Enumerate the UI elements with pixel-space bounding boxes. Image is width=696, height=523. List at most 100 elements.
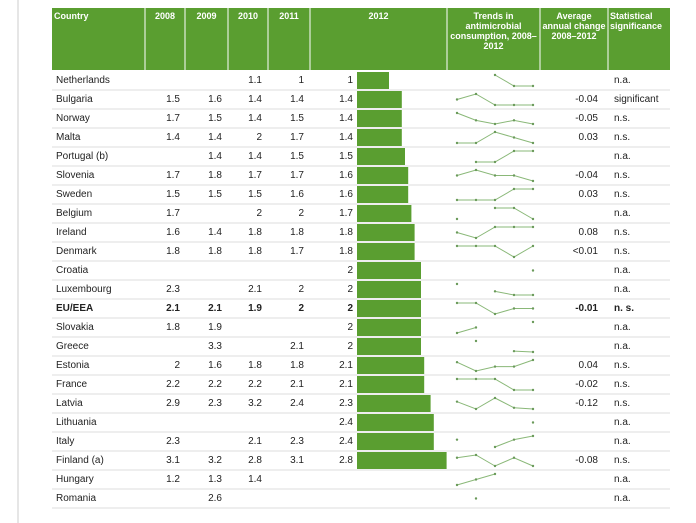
value: 1.4: [339, 132, 353, 143]
value: 2.2: [208, 379, 222, 390]
header-cell: 2010: [237, 11, 259, 21]
value: 1.8: [166, 246, 180, 257]
annual-change: 0.04: [578, 360, 598, 371]
trend-point: [474, 301, 478, 305]
value: 2.8: [339, 455, 353, 466]
trend-line: [457, 378, 533, 391]
trend-point: [455, 301, 459, 305]
value: 2.3: [339, 398, 353, 409]
significance: n.a.: [614, 208, 631, 219]
annual-change: -0.12: [575, 398, 598, 409]
value: 1.6: [166, 227, 180, 238]
trend-point: [455, 361, 459, 364]
trend-point: [531, 388, 535, 392]
trend-point: [531, 421, 535, 424]
header-cell: Statistical significance: [610, 11, 663, 31]
trend-line: [457, 302, 533, 315]
bar: [357, 110, 402, 127]
trend-line: [456, 93, 533, 106]
country: Denmark: [56, 246, 97, 257]
significance: n.s.: [614, 360, 631, 371]
country: Portugal (b): [56, 151, 109, 162]
trend-point: [455, 174, 459, 177]
value: 2.1: [166, 303, 180, 314]
trend-point: [455, 438, 459, 441]
trend-point: [531, 84, 535, 88]
value: 2.2: [248, 379, 262, 390]
value: 1.4: [208, 151, 222, 162]
header-cell: Trends in antimicrobial consumption, 200…: [450, 11, 537, 51]
value: 2: [298, 208, 304, 219]
trend-point: [455, 400, 459, 403]
country: Finland (a): [56, 455, 104, 466]
trend-point: [531, 141, 535, 145]
bar: [357, 433, 434, 450]
country: France: [56, 379, 88, 390]
annual-change: 0.03: [578, 132, 598, 143]
value: 2: [347, 322, 353, 333]
value: 2.3: [166, 436, 180, 447]
significance: n.a.: [614, 322, 631, 333]
value: 2.3: [208, 398, 222, 409]
trend-point: [512, 293, 516, 297]
value: 2: [298, 303, 304, 314]
value: 1.8: [290, 360, 304, 371]
value: 3.1: [166, 455, 180, 466]
value: 2: [347, 265, 353, 276]
trend-point: [474, 326, 478, 329]
bar: [357, 395, 431, 412]
trend-line: [456, 226, 533, 239]
trend-point: [531, 358, 535, 362]
value: 1.9: [208, 322, 222, 333]
trend-point: [512, 307, 516, 310]
header-background: [52, 8, 670, 70]
trend-point: [455, 331, 459, 335]
trend-line: [494, 74, 533, 87]
value: 1.5: [166, 189, 180, 200]
value: 2.2: [166, 379, 180, 390]
trend-point: [531, 407, 535, 411]
value: 3.1: [290, 455, 304, 466]
trend-point: [474, 244, 478, 248]
value: 1.7: [166, 208, 180, 219]
significance: n.s.: [614, 189, 631, 200]
bar: [357, 72, 389, 89]
value: 1.5: [339, 151, 353, 162]
value: 1.1: [248, 75, 262, 86]
value: 1.8: [166, 322, 180, 333]
bar: [357, 167, 409, 184]
value: 1.5: [290, 113, 304, 124]
value: 2: [174, 360, 180, 371]
value: 2: [347, 284, 353, 295]
significance: n.s.: [614, 455, 631, 466]
trend-point: [474, 377, 478, 381]
country: EU/EEA: [56, 303, 94, 314]
trend-line: [457, 322, 533, 333]
significance: n.a.: [614, 265, 631, 276]
country: Lithuania: [56, 417, 97, 428]
trend-point: [531, 122, 535, 126]
trend-point: [531, 307, 535, 310]
value: 1.8: [248, 227, 262, 238]
trend-point: [493, 160, 497, 164]
trend-point: [512, 149, 516, 153]
trend-point: [512, 438, 516, 441]
value: 2.8: [248, 455, 262, 466]
trend-line: [457, 131, 534, 144]
trend-line: [456, 397, 534, 410]
trend-point: [493, 122, 497, 126]
bar: [357, 414, 434, 431]
value: 1.4: [248, 474, 262, 485]
country: Malta: [56, 132, 81, 143]
value: 1.7: [166, 170, 180, 181]
bar: [357, 243, 415, 260]
value: 1.7: [339, 208, 353, 219]
value: 1.5: [290, 151, 304, 162]
trend-line: [456, 454, 534, 467]
value: 1.5: [248, 189, 262, 200]
significance: n.s.: [614, 113, 631, 124]
value: 1.7: [290, 132, 304, 143]
trend-point: [474, 236, 478, 240]
